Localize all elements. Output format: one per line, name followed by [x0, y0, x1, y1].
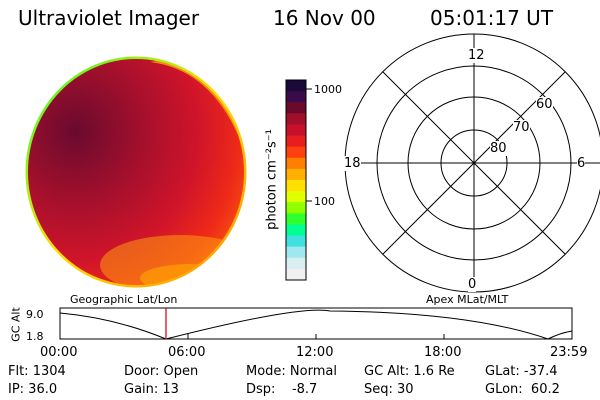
- colorbar-segment: [286, 202, 306, 214]
- info-flight: Flt: 1304: [8, 364, 66, 379]
- colorbar-segment: [286, 180, 306, 192]
- timeline-y-bottom: 1.8: [26, 330, 44, 343]
- polar-label-0: 0: [468, 277, 477, 292]
- timeline-right-label: Apex MLat/MLT: [426, 293, 509, 306]
- polar-label-60: 60: [536, 97, 553, 112]
- colorbar-segment: [286, 224, 306, 237]
- info-gain: Gain: 13: [124, 382, 179, 397]
- colorbar-segment: [286, 168, 306, 181]
- colorbar-tick-low: 100: [314, 195, 335, 208]
- timeline-y-top: 9.0: [26, 308, 44, 321]
- timeline-tick-1800: 18:00: [424, 345, 462, 360]
- polar-label-80: 80: [490, 141, 507, 156]
- colorbar-segment: [286, 268, 306, 281]
- info-ip: IP: 36.0: [8, 382, 58, 397]
- colorbar-segment: [286, 191, 306, 203]
- info-mode: Mode: Normal: [246, 364, 337, 379]
- instrument-title: Ultraviolet Imager: [18, 6, 200, 30]
- colorbar-segment: [286, 235, 306, 248]
- colorbar-segment: [286, 113, 306, 125]
- info-glat: GLat: -37.4: [485, 364, 558, 379]
- colorbar-segment: [286, 246, 306, 259]
- info-door: Door: Open: [124, 364, 199, 379]
- colorbar-segment: [286, 102, 306, 114]
- info-dsp: Dsp: -8.7: [246, 382, 318, 397]
- timeline-tick-1200: 12:00: [296, 345, 334, 360]
- colorbar-segment: [286, 257, 306, 270]
- colorbar-tick-high: 1000: [314, 83, 342, 96]
- info-glon: GLon: 60.2: [485, 382, 560, 397]
- colorbar-segment: [286, 135, 306, 148]
- colorbar-segment: [286, 124, 306, 137]
- colorbar-segment: [286, 146, 306, 159]
- info-gc-alt: GC Alt: 1.6 Re: [364, 364, 455, 379]
- colorbar-segment: [286, 213, 306, 225]
- info-seq: Seq: 30: [364, 382, 414, 397]
- image-date: 16 Nov 00: [273, 6, 376, 30]
- image-time: 05:01:17 UT: [430, 6, 554, 30]
- timeline-left-label: Geographic Lat/Lon: [70, 293, 178, 306]
- polar-label-12: 12: [468, 48, 485, 63]
- colorbar-segment: [286, 80, 306, 92]
- polar-label-6: 6: [577, 156, 586, 171]
- timeline-tick-0000: 00:00: [40, 345, 78, 360]
- polar-label-70: 70: [513, 120, 530, 135]
- timeline-tick-2359: 23:59: [550, 345, 588, 360]
- timeline-tick-0600: 06:00: [168, 345, 206, 360]
- colorbar-segment: [286, 91, 306, 103]
- polar-label-18: 18: [344, 156, 361, 171]
- colorbar-segment: [286, 157, 306, 170]
